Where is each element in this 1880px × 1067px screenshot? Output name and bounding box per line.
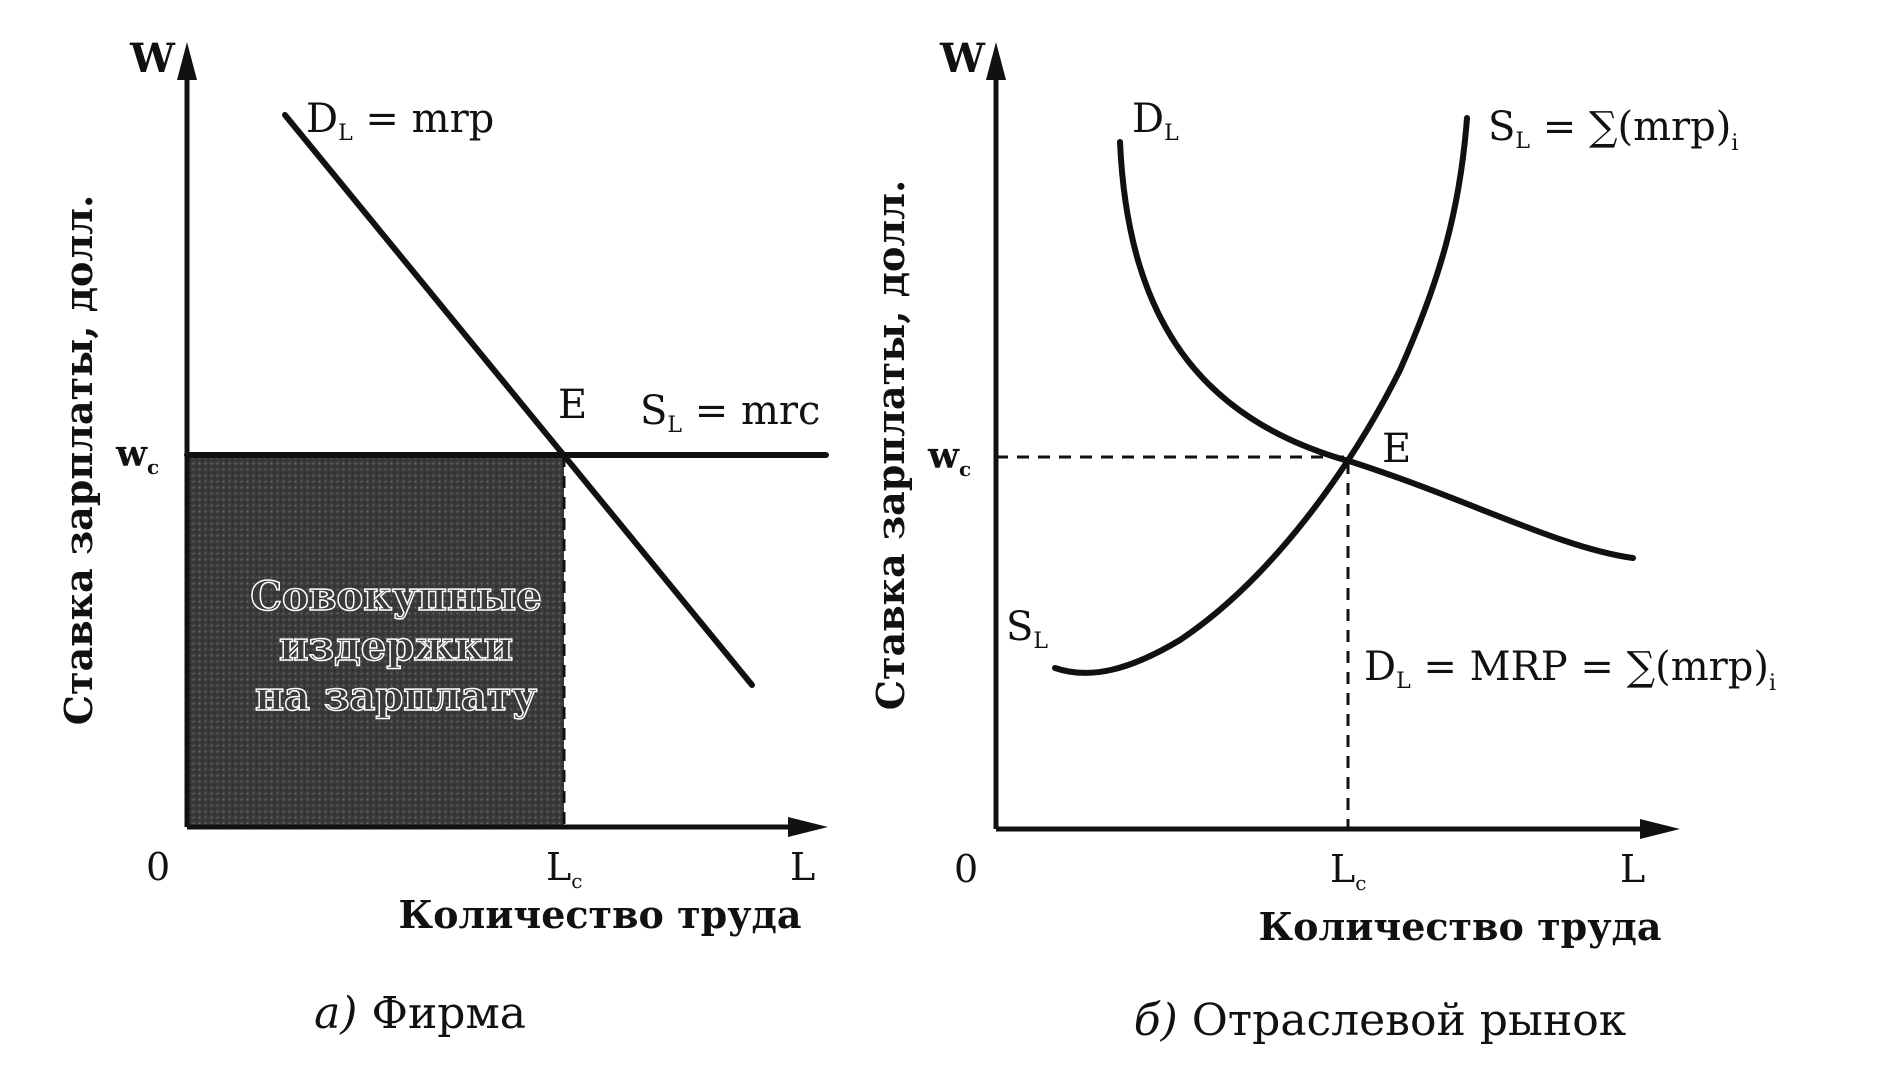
svg-text:Совокупные: Совокупные [250, 573, 542, 620]
y-axis-arrow [986, 42, 1006, 80]
equilibrium-label: E [558, 382, 587, 428]
demand-curve [1117, 139, 1636, 561]
panel-firm: W L 0 wc Lc DL = mrp SL = mrc E Совокупн… [56, 35, 829, 1039]
x-axis-symbol: L [790, 845, 815, 889]
labor-tick-label: Lc [1330, 847, 1366, 895]
supply-curve [1052, 115, 1470, 676]
origin-label: 0 [954, 847, 978, 891]
supply-low-label: SL [1006, 604, 1048, 654]
origin-label: 0 [146, 845, 170, 889]
total-wage-cost-area [187, 452, 564, 827]
y-axis-symbol: W [129, 35, 176, 82]
wage-tick-label: wc [927, 435, 971, 481]
equilibrium-label: E [1382, 426, 1411, 472]
x-axis-arrow [1640, 819, 1680, 839]
area-label: Совокупные издержки на зарплату [249, 572, 542, 721]
wage-tick-label: wc [115, 433, 159, 479]
y-axis-title: Ставка зарплаты, долл. [868, 180, 913, 710]
svg-text:издержки: издержки [279, 623, 513, 670]
panel-industry-market: W L 0 wc Lc DL SL = ∑(mrp)i SL DL = MRP … [868, 35, 1776, 1046]
svg-text:на зарплату: на зарплату [255, 673, 538, 720]
caption-industry-market: б) Отраслевой рынок [1134, 995, 1627, 1046]
caption-firm: а) Фирма [314, 988, 526, 1039]
y-axis-symbol: W [939, 35, 986, 82]
y-axis-title: Ставка зарплаты, долл. [56, 195, 101, 725]
demand-eq-label: DL = MRP = ∑(mrp)i [1364, 644, 1776, 696]
x-axis-arrow [788, 817, 828, 837]
x-axis-symbol: L [1620, 847, 1645, 891]
labor-tick-label: Lc [546, 845, 582, 893]
y-axis-arrow [177, 42, 197, 80]
demand-top-label: DL [1132, 96, 1179, 146]
demand-line [282, 112, 755, 688]
supply-top-label: SL = ∑(mrp)i [1488, 104, 1738, 156]
demand-label: DL = mrp [306, 96, 494, 146]
supply-label: SL = mrc [640, 388, 820, 438]
x-axis-title: Количество труда [1259, 904, 1662, 949]
x-axis-title: Количество труда [399, 892, 802, 937]
